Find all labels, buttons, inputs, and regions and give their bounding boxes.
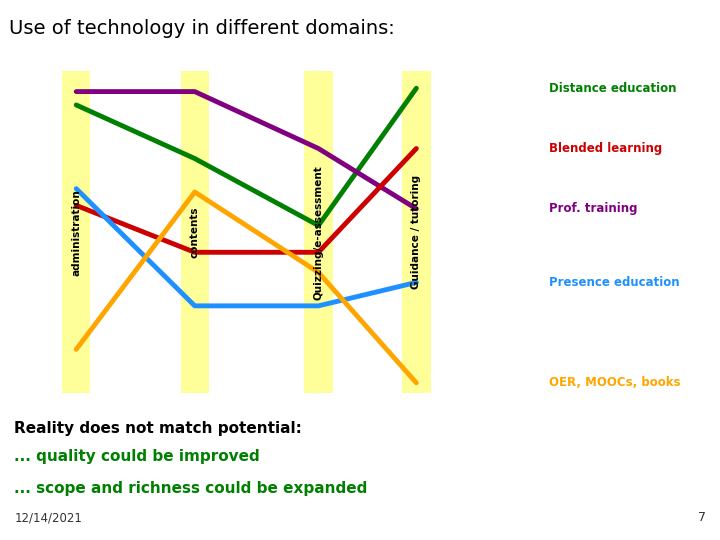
Text: ... scope and richness could be expanded: ... scope and richness could be expanded [14, 481, 367, 496]
Text: Distance education: Distance education [549, 82, 677, 94]
Text: OER, MOOCs, books: OER, MOOCs, books [549, 376, 680, 389]
Bar [305, 71, 333, 393]
Bar [402, 71, 431, 393]
Text: Quizzing/e-assessment: Quizzing/e-assessment [313, 165, 323, 300]
Text: contents: contents [190, 206, 199, 258]
Text: Presence education: Presence education [549, 276, 680, 289]
Text: ... quality could be improved: ... quality could be improved [14, 449, 260, 464]
Text: Use of technology in different domains:: Use of technology in different domains: [9, 19, 395, 38]
Text: Prof. training: Prof. training [549, 202, 637, 215]
Bar [181, 71, 209, 393]
Text: Reality does not match potential:: Reality does not match potential: [14, 421, 302, 436]
Text: Guidance / tutoring: Guidance / tutoring [411, 175, 421, 289]
Bar [62, 71, 91, 393]
Text: 12/14/2021: 12/14/2021 [14, 511, 82, 524]
Text: administration: administration [71, 189, 81, 275]
Text: 7: 7 [698, 511, 706, 524]
Text: Blended learning: Blended learning [549, 142, 662, 155]
